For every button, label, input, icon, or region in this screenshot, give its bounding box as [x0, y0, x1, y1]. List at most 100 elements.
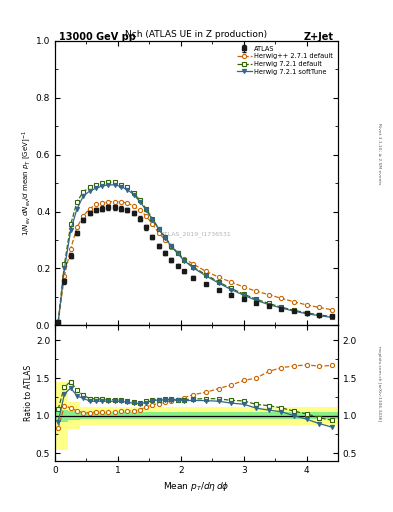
- Herwig 7.2.1 default: [125, 184, 130, 190]
- Herwig 7.2.1 default: [182, 257, 186, 263]
- Herwig 7.2.1 default: [169, 243, 174, 249]
- Text: Z+Jet: Z+Jet: [304, 32, 334, 42]
- Y-axis label: Ratio to ATLAS: Ratio to ATLAS: [24, 365, 33, 421]
- Text: mcplots.cern.ch [arXiv:1306.3436]: mcplots.cern.ch [arXiv:1306.3436]: [377, 347, 381, 421]
- Herwig++ 2.7.1 default: [317, 304, 321, 310]
- Herwig 7.2.1 softTune: [150, 217, 155, 223]
- Herwig 7.2.1 softTune: [304, 311, 309, 317]
- Herwig++ 2.7.1 default: [62, 272, 67, 279]
- Herwig 7.2.1 default: [317, 312, 321, 318]
- Herwig 7.2.1 default: [241, 291, 246, 297]
- Herwig++ 2.7.1 default: [131, 203, 136, 209]
- Herwig 7.2.1 default: [112, 179, 117, 185]
- Herwig++ 2.7.1 default: [94, 201, 98, 207]
- Y-axis label: $1/N_\mathrm{ev}\ dN_\mathrm{ev}/d$ mean $p_T\ [\mathrm{GeV}]^{-1}$: $1/N_\mathrm{ev}\ dN_\mathrm{ev}/d$ mean…: [20, 130, 33, 236]
- Herwig++ 2.7.1 default: [182, 255, 186, 262]
- Herwig 7.2.1 default: [131, 190, 136, 196]
- Herwig++ 2.7.1 default: [119, 199, 123, 205]
- Herwig 7.2.1 softTune: [106, 182, 111, 188]
- Title: Nch (ATLAS UE in Z production): Nch (ATLAS UE in Z production): [125, 30, 268, 39]
- Herwig++ 2.7.1 default: [150, 221, 155, 227]
- Herwig 7.2.1 default: [56, 318, 61, 325]
- Herwig 7.2.1 softTune: [119, 183, 123, 189]
- Herwig 7.2.1 default: [204, 272, 208, 278]
- Herwig 7.2.1 default: [138, 197, 142, 203]
- Herwig 7.2.1 softTune: [254, 297, 259, 304]
- Text: Rivet 3.1.10; ≥ 2.5M events: Rivet 3.1.10; ≥ 2.5M events: [377, 123, 381, 184]
- Herwig++ 2.7.1 default: [204, 268, 208, 274]
- Herwig 7.2.1 softTune: [100, 183, 105, 189]
- Herwig++ 2.7.1 default: [81, 213, 86, 219]
- Text: ATLAS_2019_I1736531: ATLAS_2019_I1736531: [161, 231, 232, 237]
- Herwig 7.2.1 default: [119, 182, 123, 188]
- Herwig 7.2.1 default: [62, 261, 67, 267]
- Legend: ATLAS, Herwig++ 2.7.1 default, Herwig 7.2.1 default, Herwig 7.2.1 softTune: ATLAS, Herwig++ 2.7.1 default, Herwig 7.…: [235, 43, 336, 77]
- Herwig++ 2.7.1 default: [75, 224, 79, 230]
- Herwig++ 2.7.1 default: [254, 288, 259, 294]
- Herwig 7.2.1 softTune: [81, 193, 86, 199]
- Herwig++ 2.7.1 default: [106, 199, 111, 205]
- Herwig 7.2.1 default: [106, 179, 111, 185]
- Line: Herwig++ 2.7.1 default: Herwig++ 2.7.1 default: [56, 200, 334, 325]
- Herwig 7.2.1 default: [68, 221, 73, 227]
- Herwig++ 2.7.1 default: [304, 302, 309, 308]
- Herwig 7.2.1 softTune: [112, 182, 117, 188]
- Herwig 7.2.1 softTune: [241, 292, 246, 298]
- Herwig 7.2.1 default: [87, 184, 92, 190]
- Herwig++ 2.7.1 default: [175, 250, 180, 256]
- Herwig 7.2.1 softTune: [131, 191, 136, 198]
- Herwig 7.2.1 softTune: [94, 185, 98, 191]
- Herwig 7.2.1 softTune: [191, 265, 196, 271]
- Herwig 7.2.1 default: [150, 216, 155, 222]
- Herwig++ 2.7.1 default: [191, 261, 196, 267]
- Herwig++ 2.7.1 default: [125, 200, 130, 206]
- Herwig 7.2.1 softTune: [317, 313, 321, 319]
- Herwig 7.2.1 softTune: [163, 234, 167, 241]
- Herwig 7.2.1 default: [216, 279, 221, 285]
- Herwig++ 2.7.1 default: [169, 244, 174, 250]
- Herwig++ 2.7.1 default: [241, 284, 246, 290]
- Herwig++ 2.7.1 default: [279, 295, 284, 302]
- Herwig 7.2.1 default: [254, 296, 259, 302]
- Line: Herwig 7.2.1 softTune: Herwig 7.2.1 softTune: [56, 183, 334, 324]
- Herwig 7.2.1 default: [144, 206, 149, 212]
- Herwig 7.2.1 softTune: [156, 226, 161, 232]
- Herwig++ 2.7.1 default: [144, 213, 149, 219]
- Herwig 7.2.1 softTune: [62, 265, 67, 271]
- Herwig++ 2.7.1 default: [229, 279, 233, 285]
- X-axis label: Mean $p_T / d\eta\, d\phi$: Mean $p_T / d\eta\, d\phi$: [163, 480, 230, 493]
- Herwig 7.2.1 default: [81, 188, 86, 195]
- Herwig++ 2.7.1 default: [56, 319, 61, 326]
- Herwig 7.2.1 default: [229, 285, 233, 291]
- Herwig++ 2.7.1 default: [156, 230, 161, 236]
- Herwig++ 2.7.1 default: [329, 307, 334, 313]
- Herwig++ 2.7.1 default: [112, 199, 117, 205]
- Herwig 7.2.1 softTune: [169, 243, 174, 249]
- Text: 13000 GeV pp: 13000 GeV pp: [59, 32, 136, 42]
- Herwig 7.2.1 softTune: [175, 250, 180, 257]
- Herwig 7.2.1 softTune: [216, 280, 221, 286]
- Herwig++ 2.7.1 default: [216, 274, 221, 280]
- Herwig 7.2.1 softTune: [56, 319, 61, 325]
- Herwig 7.2.1 default: [191, 264, 196, 270]
- Herwig 7.2.1 default: [94, 182, 98, 188]
- Herwig 7.2.1 softTune: [279, 305, 284, 311]
- Herwig 7.2.1 default: [156, 226, 161, 232]
- Herwig 7.2.1 softTune: [87, 188, 92, 194]
- Herwig 7.2.1 default: [304, 310, 309, 316]
- Line: Herwig 7.2.1 default: Herwig 7.2.1 default: [56, 180, 334, 324]
- Herwig++ 2.7.1 default: [292, 298, 296, 305]
- Herwig 7.2.1 default: [163, 234, 167, 240]
- Herwig++ 2.7.1 default: [138, 207, 142, 214]
- Herwig 7.2.1 default: [279, 304, 284, 310]
- Herwig 7.2.1 softTune: [266, 302, 271, 308]
- Herwig 7.2.1 softTune: [75, 206, 79, 212]
- Herwig++ 2.7.1 default: [68, 246, 73, 252]
- Herwig 7.2.1 softTune: [229, 286, 233, 292]
- Herwig++ 2.7.1 default: [100, 200, 105, 206]
- Herwig 7.2.1 softTune: [68, 227, 73, 233]
- Herwig 7.2.1 softTune: [138, 199, 142, 205]
- Herwig 7.2.1 softTune: [204, 273, 208, 279]
- Herwig 7.2.1 softTune: [182, 258, 186, 264]
- Herwig 7.2.1 softTune: [329, 314, 334, 321]
